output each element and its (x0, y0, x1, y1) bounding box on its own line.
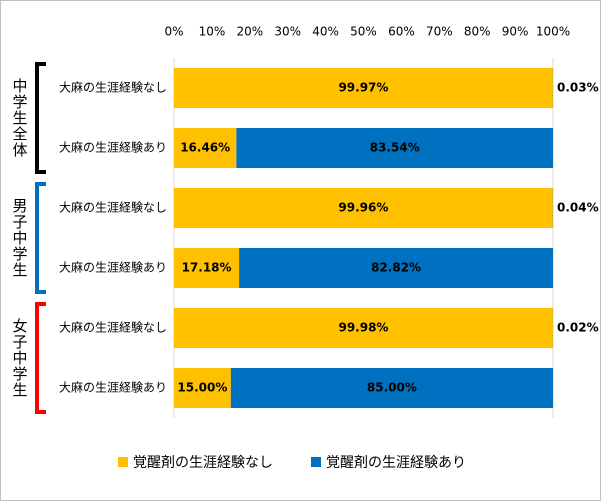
value-label: 83.54% (370, 141, 420, 155)
x-tick-label: 100% (536, 25, 570, 39)
x-tick-label: 0% (164, 25, 183, 39)
value-label: 0.03% (557, 81, 599, 95)
legend-swatch (311, 457, 321, 467)
bar-segment (174, 188, 553, 228)
x-tick-label: 20% (236, 25, 263, 39)
bar-segment (174, 68, 553, 108)
group-bracket (35, 182, 46, 294)
value-label: 17.18% (182, 261, 232, 275)
value-label: 99.98% (338, 321, 388, 335)
category-label: 大麻の生涯経験あり (59, 380, 167, 395)
bar-segment (174, 308, 553, 348)
x-tick-label: 90% (502, 25, 529, 39)
category-label: 大麻の生涯経験なし (59, 320, 167, 335)
legend-swatch (118, 457, 128, 467)
x-tick-label: 30% (274, 25, 301, 39)
value-label: 82.82% (371, 261, 421, 275)
group-label: 女子中学生 (11, 317, 29, 398)
value-label: 99.96% (338, 201, 388, 215)
category-label: 大麻の生涯経験なし (59, 80, 167, 95)
bar-segment (236, 128, 553, 168)
group-label: 男子中学生 (11, 198, 29, 278)
value-label: 0.02% (557, 321, 599, 335)
legend-label: 覚醒剤の生涯経験なし (133, 455, 273, 471)
category-label: 大麻の生涯経験あり (59, 140, 167, 155)
group-bracket (35, 302, 46, 414)
group-label: 中学生全体 (11, 78, 29, 158)
value-label: 15.00% (177, 381, 227, 395)
x-tick-label: 50% (350, 25, 377, 39)
category-label: 大麻の生涯経験なし (59, 200, 167, 215)
value-label: 99.97% (338, 81, 388, 95)
value-label: 16.46% (180, 141, 230, 155)
bar-segment (230, 368, 553, 408)
category-label: 大麻の生涯経験あり (59, 260, 167, 275)
group-bracket (35, 62, 46, 174)
value-label: 0.04% (557, 201, 599, 215)
value-label: 85.00% (367, 381, 417, 395)
x-tick-label: 10% (199, 25, 226, 39)
bar-segment (174, 128, 237, 168)
x-tick-label: 40% (312, 25, 339, 39)
bar-segment (239, 248, 554, 288)
x-tick-label: 80% (464, 25, 491, 39)
x-tick-label: 60% (388, 25, 415, 39)
x-tick-label: 70% (426, 25, 453, 39)
bar-segment (174, 368, 231, 408)
bar-segment (174, 248, 240, 288)
legend-label: 覚醒剤の生涯経験あり (326, 455, 466, 471)
